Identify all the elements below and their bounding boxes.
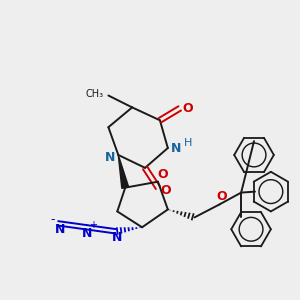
Text: N: N (112, 231, 122, 244)
Text: -: - (51, 213, 55, 226)
Text: O: O (160, 184, 171, 197)
Text: CH₃: CH₃ (85, 88, 103, 98)
Text: O: O (158, 168, 168, 181)
Text: N: N (171, 142, 181, 154)
Text: O: O (216, 190, 226, 203)
Text: N: N (105, 152, 116, 164)
Text: N: N (81, 227, 92, 240)
Text: N: N (55, 223, 65, 236)
Text: H: H (184, 138, 192, 148)
Polygon shape (118, 155, 129, 188)
Text: +: + (89, 220, 98, 230)
Text: O: O (182, 102, 193, 115)
